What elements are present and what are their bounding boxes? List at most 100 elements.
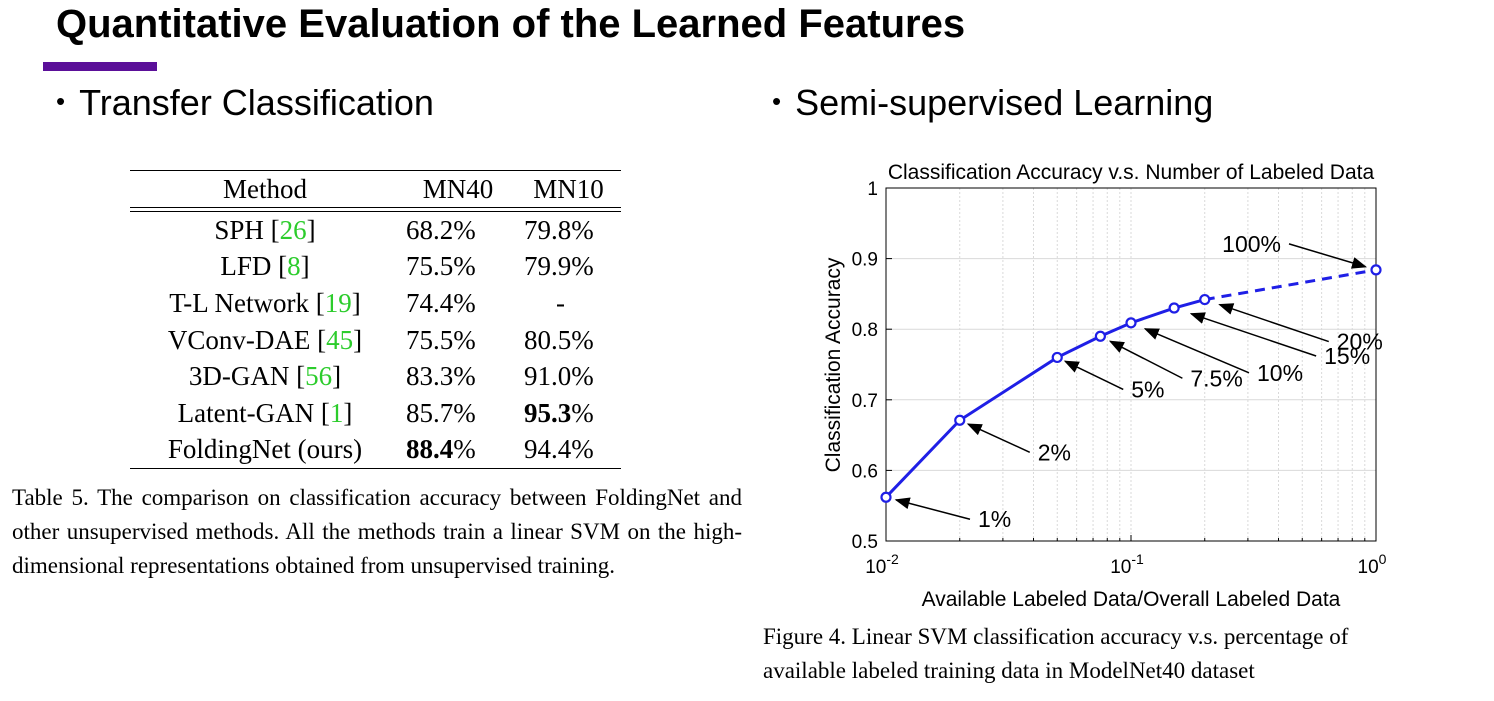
y-tick-label: 0.6 (852, 461, 878, 482)
x-tick-base: 10 (1358, 557, 1379, 578)
value: 74.4% (406, 287, 476, 318)
cell-mn10: 94.4% (516, 432, 621, 469)
method-name: 3D-GAN (188, 361, 290, 392)
annotation-label: 2% (1038, 439, 1071, 465)
best-value: 88.4 (406, 434, 454, 465)
figure-caption-line-2: available labeled training data in Model… (763, 658, 1255, 683)
cell-mn40: 75.5% (400, 322, 516, 359)
table-header-row: Method MN40 MN10 (130, 170, 621, 208)
citation-link[interactable]: 45 (326, 324, 354, 355)
value: 79.8% (524, 214, 594, 245)
chart-title: Classification Accuracy v.s. Number of L… (888, 161, 1375, 184)
cell-method: VConv-DAE [45] (167, 324, 363, 355)
value: 68.2% (406, 214, 476, 245)
header-mn10: MN10 (533, 173, 604, 204)
data-point (1168, 302, 1180, 314)
value: 75.5% (406, 251, 476, 282)
annotation-label: 10% (1257, 360, 1303, 386)
method-name: T-L Network (169, 287, 309, 318)
y-tick-label: 0.5 (852, 532, 878, 553)
cell-mn10: 79.9% (516, 249, 621, 286)
data-point (880, 491, 892, 503)
annotation-arrow (1288, 243, 1367, 269)
value: 79.9% (524, 251, 594, 282)
cell-mn40: 68.2% (400, 212, 516, 249)
method-name: SPH (214, 214, 264, 245)
slide-title: Quantitative Evaluation of the Learned F… (56, 2, 966, 46)
annotation-label: 1% (978, 506, 1011, 532)
annotation-label: 15% (1324, 343, 1370, 369)
table-row: VConv-DAE [45] 75.5% 80.5% (130, 322, 621, 359)
y-tick-label: 0.7 (852, 391, 878, 412)
cell-mn40: 83.3% (400, 358, 516, 395)
method-name: LFD (220, 251, 272, 282)
x-tick-base: 10 (1110, 557, 1131, 578)
bullet-dot-icon: • (772, 85, 782, 116)
header-mn40: MN40 (422, 173, 494, 204)
table-caption: Table 5. The comparison on classificatio… (12, 485, 742, 578)
bullet-semi-supervised: • Semi-supervised Learning (772, 82, 1213, 124)
annotation-arrow (966, 423, 1031, 453)
bullet-dot-icon: • (56, 85, 66, 116)
table-row: Latent-GAN [1] 85.7% 95.3% (130, 395, 621, 432)
annotation-arrow (1143, 328, 1250, 374)
value: 91.0% (524, 361, 594, 392)
bullet-text: Transfer Classification (79, 82, 434, 123)
citation-link[interactable]: 56 (305, 361, 333, 392)
data-point (1125, 317, 1137, 329)
best-value: 95.3 (524, 397, 572, 428)
value: 80.5% (524, 324, 594, 355)
y-tick-label: 1 (867, 179, 878, 200)
figure-caption-line-1: Figure 4. Linear SVM classification accu… (763, 624, 1349, 649)
table-row: 3D-GAN [56] 83.3% 91.0% (130, 358, 621, 395)
x-tick-exponent: 0 (1379, 551, 1387, 567)
annotation-label: 100% (1222, 231, 1281, 257)
table-row: FoldingNet (ours) 88.4% 94.4% (130, 432, 621, 469)
annotation-arrow (1063, 360, 1124, 391)
cell-mn10: 79.8% (516, 212, 621, 249)
value: 75.5% (406, 324, 476, 355)
cell-mn10: 80.5% (516, 322, 621, 359)
cell-mn10: 91.0% (516, 358, 621, 395)
method-name: Latent-GAN (177, 397, 315, 428)
title-accent-bar (43, 62, 157, 71)
value: - (556, 287, 565, 318)
data-point (1094, 330, 1106, 342)
table-row: SPH [26] 68.2% 79.8% (130, 212, 621, 249)
chart-y-axis-label: Classification Accuracy (822, 257, 845, 472)
value: 94.4% (524, 434, 594, 465)
cell-mn40: 75.5% (400, 249, 516, 286)
annotation-label: 20% (1337, 329, 1383, 355)
percent-sign: % (453, 434, 476, 465)
method-name: FoldingNet (ours) (167, 434, 363, 465)
table-row: LFD [8] 75.5% 79.9% (130, 249, 621, 286)
series-line-dashed (1204, 268, 1377, 302)
percent-sign: % (571, 397, 594, 428)
citation-link[interactable]: 26 (279, 214, 307, 245)
table-row: T-L Network [19] 74.4% - (130, 285, 621, 322)
x-tick-base: 10 (865, 557, 886, 578)
cell-method: SPH [26] (214, 214, 316, 245)
cell-mn40: 74.4% (400, 285, 516, 322)
citation-link[interactable]: 1 (329, 397, 344, 428)
citation-link[interactable]: 19 (324, 287, 352, 318)
y-tick-label: 0.8 (852, 320, 878, 341)
figure-caption: Figure 4. Linear SVM classification accu… (763, 620, 1483, 688)
cell-mn40: 88.4% (400, 432, 516, 469)
value: 85.7% (406, 397, 476, 428)
data-point (954, 414, 966, 426)
annotation-label: 7.5% (1190, 365, 1242, 391)
x-tick-label: 10-2 (865, 551, 899, 578)
annotation-arrow (894, 497, 971, 520)
x-tick-label: 10-1 (1110, 551, 1144, 578)
cell-mn10: - (516, 285, 621, 322)
value: 83.3% (406, 361, 476, 392)
x-tick-exponent: -1 (1131, 551, 1144, 567)
citation-link[interactable]: 8 (287, 251, 301, 282)
bullet-text: Semi-supervised Learning (795, 82, 1214, 123)
x-tick-exponent: -2 (886, 551, 899, 567)
results-table: Method MN40 MN10 SPH [26] 68.2% 79.8% LFD [… (130, 170, 621, 469)
y-tick-label: 0.9 (852, 250, 878, 271)
header-method: Method (223, 173, 307, 204)
